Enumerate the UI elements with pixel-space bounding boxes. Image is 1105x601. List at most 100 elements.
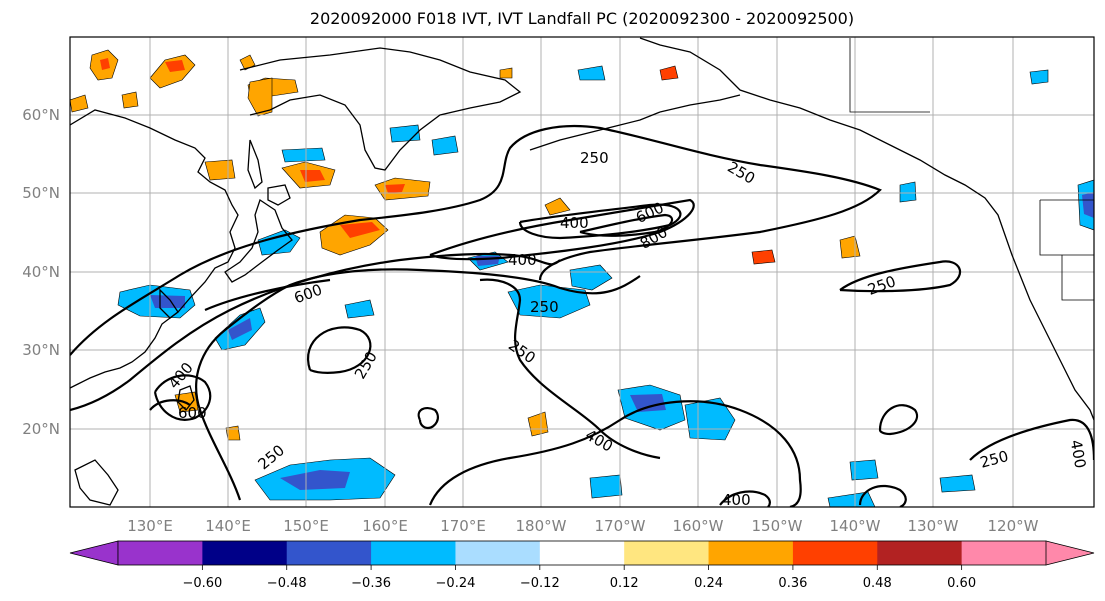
contour-label-group: 250 250 250 250 250 250 250 250 400 400 … [165, 149, 1090, 509]
colorbar-tick-label: 0.24 [694, 576, 723, 591]
contour-label: 250 [351, 348, 381, 382]
colorbar-segment [286, 541, 372, 565]
negative-patch [827, 491, 876, 507]
positive-patch [659, 65, 679, 81]
colorbar-tick-label: 0.36 [778, 576, 807, 591]
longitude-labels: 130°E 140°E 150°E 160°E 170°E 180°W 170°… [127, 517, 1038, 535]
lon-label: 130°W [908, 517, 959, 535]
colorbar-tick-label: −0.24 [436, 576, 476, 591]
contour-250 [858, 484, 907, 507]
negative-patch [589, 474, 623, 499]
colorbar-tick-label: −0.12 [520, 576, 560, 591]
negative-patch [228, 318, 252, 340]
contour-label: 600 [178, 404, 207, 422]
siberia-coast [239, 47, 522, 171]
contour-400 [479, 278, 661, 460]
colorbar-tick-label: 0.12 [610, 576, 639, 591]
aleutian-chain [529, 111, 661, 151]
colorbar-extend-min [69, 540, 119, 566]
colorbar-segment [792, 541, 878, 565]
lon-label: 140°E [205, 517, 251, 535]
lat-label: 50°N [22, 184, 60, 202]
contour-250 [307, 326, 372, 374]
lon-label: 160°W [673, 517, 724, 535]
positive-patch [204, 159, 236, 181]
korea-coast [159, 288, 179, 319]
contour-label: 250 [530, 298, 559, 316]
positive-patch [121, 91, 139, 109]
positive-patch [247, 77, 273, 117]
positive-patch [165, 60, 185, 72]
colorbar-segment [708, 541, 794, 565]
borders [849, 38, 1094, 301]
pc-shading [70, 49, 1094, 507]
negative-patch [1029, 69, 1049, 85]
negative-patch [939, 474, 976, 493]
japan-coast [224, 198, 293, 283]
contour-250 [969, 418, 1094, 461]
positive-patch [527, 411, 549, 437]
lon-label: 160°E [362, 517, 408, 535]
alaska-border [849, 38, 930, 113]
hokkaido-coast [267, 184, 291, 206]
positive-patch [499, 67, 513, 79]
colorbar-segment [539, 541, 625, 565]
contour-label: 400 [722, 491, 751, 509]
lon-label: 170°E [440, 517, 486, 535]
positive-patch [385, 184, 405, 193]
colorbar-tick-label: 0.60 [947, 576, 976, 591]
contour-label: 250 [580, 149, 609, 167]
lat-label: 40°N [22, 263, 60, 281]
lat-label: 20°N [22, 420, 60, 438]
contour-label: 400 [582, 426, 616, 456]
positive-patch [340, 222, 380, 238]
colorbar-tick-label: 0.48 [863, 576, 892, 591]
colorbar-segment [455, 541, 541, 565]
lat-label: 30°N [22, 341, 60, 359]
negative-patch [344, 299, 375, 319]
contour-250 [878, 404, 918, 436]
contour-250 [839, 260, 962, 293]
negative-patch [389, 124, 421, 143]
sakhalin-coast [247, 139, 263, 190]
lon-label: 150°E [283, 517, 329, 535]
colorbar-segment [118, 541, 203, 565]
lon-label: 180°W [516, 517, 567, 535]
negative-patch [684, 397, 736, 441]
contour-600 [149, 399, 191, 411]
negative-patch [150, 295, 185, 308]
positive-patch [70, 94, 89, 113]
colorbar: −0.60 −0.48 −0.36 −0.24 −0.12 0.12 0.24 0.36 0.4… [69, 540, 1095, 591]
negative-patch [630, 394, 666, 412]
colorbar-extend-max [1045, 540, 1095, 566]
contour-400 [429, 198, 695, 261]
positive-patch [839, 235, 861, 259]
contour-600 [204, 278, 331, 312]
negative-patch [280, 470, 350, 490]
contour-label: 600 [633, 199, 667, 227]
negative-patch [507, 284, 591, 319]
contour-label: 400 [508, 251, 537, 269]
lon-label: 150°W [752, 517, 803, 535]
negative-patch [849, 459, 879, 481]
contour-label: 400 [560, 214, 589, 232]
contour-label: 250 [505, 336, 539, 367]
positive-patch [239, 54, 256, 71]
state-border [1039, 200, 1094, 256]
lat-label: 60°N [22, 106, 60, 124]
asia-coast [70, 109, 239, 389]
colorbar-segment [202, 541, 288, 565]
ivt-contours [70, 124, 1094, 507]
negative-patch [899, 181, 917, 203]
colorbar-segment [877, 541, 963, 565]
lon-label: 140°W [830, 517, 881, 535]
colorbar-segment [371, 541, 456, 565]
positive-patch [100, 58, 110, 70]
negative-patch [431, 135, 459, 156]
lon-label: 170°W [595, 517, 646, 535]
alaska-coast [639, 37, 1094, 421]
contour-400 [153, 374, 212, 421]
contour-400 [70, 252, 561, 412]
coastlines [70, 37, 1094, 506]
